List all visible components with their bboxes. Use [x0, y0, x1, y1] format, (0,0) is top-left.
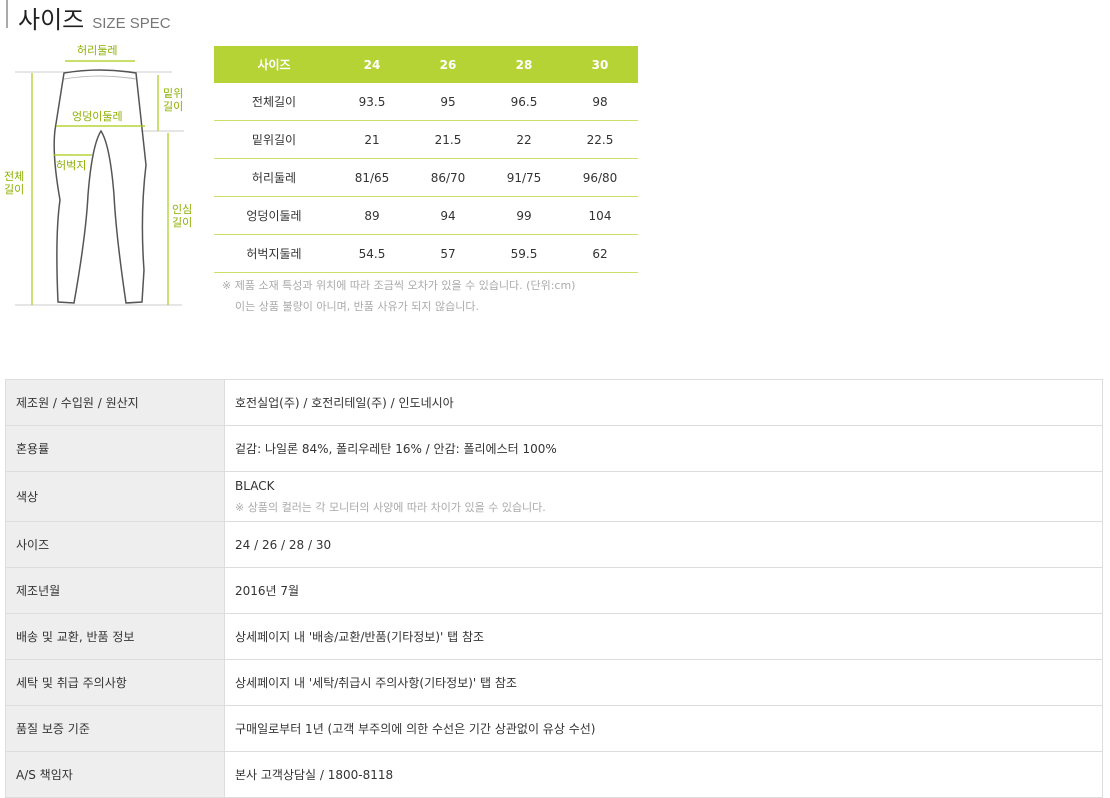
info-value: 본사 고객상담실 / 1800-8118: [224, 751, 1103, 798]
info-row: 세탁 및 취급 주의사항 상세페이지 내 '세탁/취급시 주의사항(기타정보)' …: [5, 659, 1103, 706]
total-length-label: 전체 길이: [4, 170, 25, 196]
spec-row: 허벅지둘레 54.5 57 59.5 62: [214, 234, 638, 273]
info-label: 색상: [5, 471, 225, 522]
title-en: SIZE SPEC: [92, 15, 171, 32]
info-row: 색상 BLACK ※ 상품의 컬러는 각 모니터의 사양에 따라 차이가 있을 수 …: [5, 471, 1103, 522]
header-cell: 24: [334, 46, 410, 83]
info-value: 상세페이지 내 '세탁/취급시 주의사항(기타정보)' 탭 참조: [224, 659, 1103, 706]
thigh-label: 허벅지: [56, 159, 87, 172]
note-line: 이는 상품 불량이 아니며, 반품 사유가 되지 않습니다.: [235, 300, 479, 313]
spec-cell: 89: [334, 196, 410, 235]
info-label: 품질 보증 기준: [5, 705, 225, 752]
spec-cell: 104: [562, 196, 638, 235]
info-row: 배송 및 교환, 반품 정보 상세페이지 내 '배송/교환/반품(기타정보)' 탭…: [5, 613, 1103, 660]
info-value: 24 / 26 / 28 / 30: [224, 521, 1103, 568]
spec-cell: 21.5: [410, 120, 486, 159]
info-value: 호전실업(주) / 호전리테일(주) / 인도네시아: [224, 379, 1103, 426]
info-value-text: 상세페이지 내 '세탁/취급시 주의사항(기타정보)' 탭 참조: [235, 676, 517, 690]
spec-cell: 22.5: [562, 120, 638, 159]
info-value-text: BLACK: [235, 478, 275, 493]
info-label: 배송 및 교환, 반품 정보: [5, 613, 225, 660]
info-value: BLACK ※ 상품의 컬러는 각 모니터의 사양에 따라 차이가 있을 수 있습…: [224, 471, 1103, 522]
spec-cell: 99: [486, 196, 562, 235]
spec-cell: 허벅지둘레: [214, 234, 334, 273]
spec-row: 밑위길이 21 21.5 22 22.5: [214, 120, 638, 159]
spec-row: 엉덩이둘레 89 94 99 104: [214, 196, 638, 235]
info-row: 품질 보증 기준 구매일로부터 1년 (고객 부주의에 의한 수선은 기간 상관없…: [5, 705, 1103, 752]
spec-cell: 96.5: [486, 83, 562, 121]
info-label: 제조원 / 수입원 / 원산지: [5, 379, 225, 426]
spec-cell: 59.5: [486, 234, 562, 273]
info-value-text: 24 / 26 / 28 / 30: [235, 537, 332, 552]
info-value-text: 2016년 7월: [235, 584, 300, 598]
note-line: ※ 제품 소재 특성과 위치에 따라 조금씩 오차가 있을 수 있습니다. (단…: [222, 279, 576, 292]
info-row: 제조년월 2016년 7월: [5, 567, 1103, 614]
color-note: ※ 상품의 컬러는 각 모니터의 사양에 따라 차이가 있을 수 있습니다.: [235, 500, 546, 514]
info-row: 사이즈 24 / 26 / 28 / 30: [5, 521, 1103, 568]
header-cell: 사이즈: [214, 46, 334, 83]
info-value: 상세페이지 내 '배송/교환/반품(기타정보)' 탭 참조: [224, 613, 1103, 660]
info-row: A/S 책임자 본사 고객상담실 / 1800-8118: [5, 751, 1103, 798]
spec-cell: 86/70: [410, 158, 486, 197]
spec-cell: 81/65: [334, 158, 410, 197]
spec-cell: 93.5: [334, 83, 410, 121]
info-label: 세탁 및 취급 주의사항: [5, 659, 225, 706]
info-value-text: 본사 고객상담실 / 1800-8118: [235, 768, 394, 782]
info-label: A/S 책임자: [5, 751, 225, 798]
header-cell: 30: [562, 46, 638, 83]
spec-row: 전체길이 93.5 95 96.5 98: [214, 83, 638, 121]
section-title: 사이즈 SIZE SPEC: [6, 0, 171, 34]
spec-cell: 57: [410, 234, 486, 273]
spec-cell: 전체길이: [214, 83, 334, 121]
spec-cell: 96/80: [562, 158, 638, 197]
pants-illustration-icon: [15, 60, 184, 306]
spec-cell: 62: [562, 234, 638, 273]
info-value: 겉감: 나일론 84%, 폴리우레탄 16% / 안감: 폴리에스터 100%: [224, 425, 1103, 472]
spec-cell: 21: [334, 120, 410, 159]
spec-cell: 91/75: [486, 158, 562, 197]
spec-cell: 엉덩이둘레: [214, 196, 334, 235]
spec-cell: 95: [410, 83, 486, 121]
hip-label: 엉덩이둘레: [72, 110, 123, 123]
rise-label: 밑위 길이: [163, 87, 184, 113]
spec-cell: 허리둘레: [214, 158, 334, 197]
info-label: 제조년월: [5, 567, 225, 614]
product-info-table: 제조원 / 수입원 / 원산지 호전실업(주) / 호전리테일(주) / 인도네시…: [5, 379, 1103, 798]
info-value-text: 상세페이지 내 '배송/교환/반품(기타정보)' 탭 참조: [235, 630, 485, 644]
info-value-text: 구매일로부터 1년 (고객 부주의에 의한 수선은 기간 상관없이 유상 수선): [235, 722, 596, 736]
header-cell: 26: [410, 46, 486, 83]
spec-row: 허리둘레 81/65 86/70 91/75 96/80: [214, 158, 638, 197]
info-value: 2016년 7월: [224, 567, 1103, 614]
spec-cell: 94: [410, 196, 486, 235]
measurement-note: ※ 제품 소재 특성과 위치에 따라 조금씩 오차가 있을 수 있습니다. (단…: [222, 275, 575, 317]
spec-header-row: 사이즈 24 26 28 30: [214, 46, 638, 83]
header-cell: 28: [486, 46, 562, 83]
info-value-text: 호전실업(주) / 호전리테일(주) / 인도네시아: [235, 396, 454, 410]
pants-diagram: 허리둘레 밑위 길이 엉덩이둘레 허벅지 전체 길이 인심 길이: [0, 35, 200, 315]
spec-cell: 54.5: [334, 234, 410, 273]
spec-cell: 22: [486, 120, 562, 159]
size-spec-table: 사이즈 24 26 28 30 전체길이 93.5 95 96.5 98 밑위길이 21 21…: [214, 46, 638, 273]
info-label: 혼용률: [5, 425, 225, 472]
info-label: 사이즈: [5, 521, 225, 568]
waist-label: 허리둘레: [77, 44, 118, 57]
spec-cell: 98: [562, 83, 638, 121]
info-row: 혼용률 겉감: 나일론 84%, 폴리우레탄 16% / 안감: 폴리에스터 10…: [5, 425, 1103, 472]
inseam-label: 인심 길이: [172, 203, 193, 229]
info-value: 구매일로부터 1년 (고객 부주의에 의한 수선은 기간 상관없이 유상 수선): [224, 705, 1103, 752]
info-row: 제조원 / 수입원 / 원산지 호전실업(주) / 호전리테일(주) / 인도네시…: [5, 379, 1103, 426]
info-value-text: 겉감: 나일론 84%, 폴리우레탄 16% / 안감: 폴리에스터 100%: [235, 442, 557, 456]
title-ko: 사이즈: [18, 6, 85, 34]
spec-cell: 밑위길이: [214, 120, 334, 159]
